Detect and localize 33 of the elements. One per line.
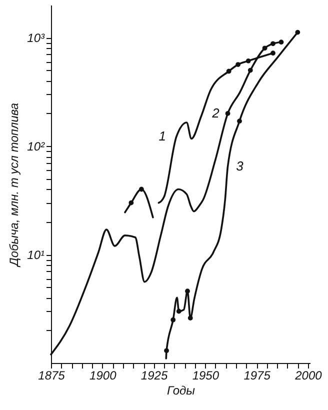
point <box>185 288 190 294</box>
point <box>295 30 300 35</box>
point <box>237 118 242 124</box>
line-series <box>165 31 299 360</box>
point <box>138 186 144 192</box>
point <box>236 62 241 67</box>
y-tick-label: 10² <box>27 140 46 154</box>
x-tick-label: 1950 <box>192 368 220 382</box>
point <box>248 68 253 73</box>
point <box>270 41 276 46</box>
y-tick-label: 10³ <box>27 31 46 46</box>
y-axis-title: Добыча, млн. т усл топлива <box>7 102 22 268</box>
point <box>176 308 182 314</box>
point <box>128 200 134 206</box>
point <box>246 58 251 64</box>
point <box>188 316 193 320</box>
series-label: 2 <box>211 105 220 120</box>
series-label: 1 <box>158 128 166 144</box>
y-tick-label: 10¹ <box>27 248 45 262</box>
point <box>270 50 276 56</box>
x-axis-title: Годы <box>167 384 196 398</box>
point <box>164 348 169 354</box>
x-tick-label: 2000 <box>294 368 322 382</box>
point <box>226 68 232 74</box>
x-tick-label: 1975 <box>244 368 271 382</box>
point <box>278 40 284 45</box>
point <box>170 317 176 322</box>
series-label: 3 <box>236 158 244 174</box>
x-tick-label: 1925 <box>140 368 168 382</box>
point <box>225 111 230 116</box>
point <box>262 46 268 51</box>
x-tick-label: 1900 <box>90 368 117 382</box>
x-tick-label: 1875 <box>38 368 66 382</box>
